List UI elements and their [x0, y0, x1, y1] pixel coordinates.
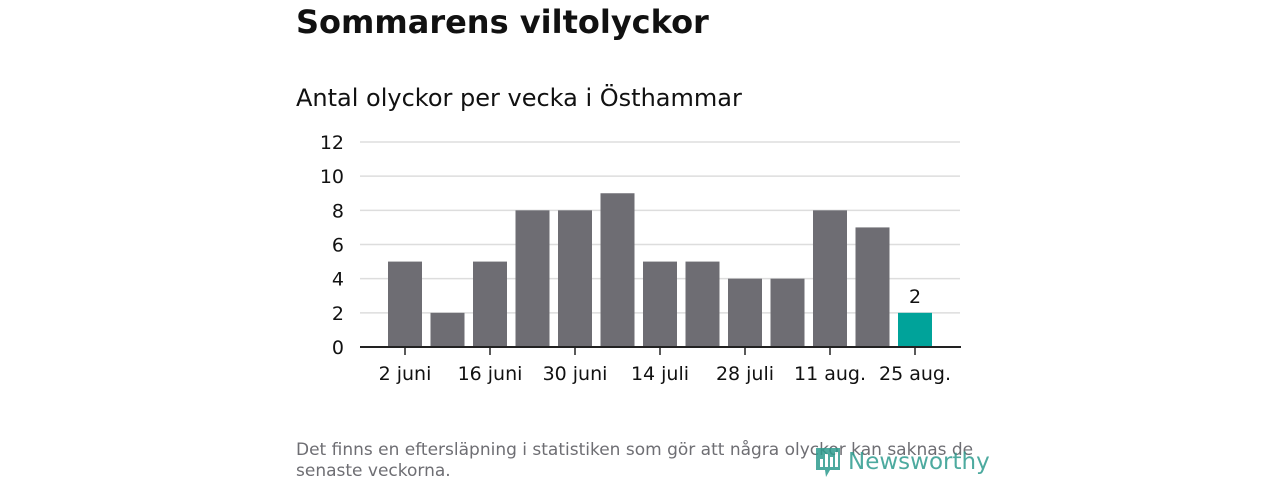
y-tick-label: 4: [332, 269, 344, 291]
bar: [430, 312, 465, 347]
newsworthy-logo: Newsworthy: [814, 444, 990, 480]
bar: [643, 261, 677, 347]
newsworthy-logo-text: Newsworthy: [848, 449, 990, 475]
x-tick-label: 14 juli: [631, 363, 689, 385]
x-tick-label: 30 juni: [543, 363, 608, 385]
bar: [685, 261, 720, 347]
bar: [600, 193, 635, 347]
y-tick-label: 0: [332, 337, 344, 359]
x-tick-label: 16 juni: [458, 363, 523, 385]
bar: [388, 261, 422, 347]
x-tick-label: 2 juni: [379, 363, 432, 385]
bar: [473, 261, 507, 347]
y-tick-label: 8: [332, 200, 344, 222]
bar: [855, 227, 890, 347]
y-tick-label: 6: [332, 235, 344, 257]
y-axis-ticks: 0 2 4 6 8 10 12: [320, 132, 344, 359]
bar: [558, 210, 592, 347]
bar: [770, 278, 805, 347]
x-tick-label: 25 aug.: [879, 363, 951, 385]
bar: [813, 210, 847, 347]
y-tick-label: 10: [320, 166, 344, 188]
data-labels: 2: [909, 286, 921, 308]
x-axis-ticks: 2 juni 16 juni 30 juni 14 juli 28 juli 11 aug…: [379, 347, 951, 385]
page-title: Sommarens viltolyckor: [296, 3, 709, 41]
bars: [388, 193, 932, 347]
bar: [728, 278, 762, 347]
newsworthy-logo-icon: [816, 448, 840, 477]
chart-title: Antal olyckor per vecka i Östhammar: [296, 84, 742, 112]
data-label: 2: [909, 286, 921, 308]
y-tick-label: 2: [332, 303, 344, 325]
bar: [515, 210, 550, 347]
bar: [898, 312, 932, 347]
footnote: Det finns en eftersläpning i statistiken…: [296, 440, 974, 480]
x-tick-label: 11 aug.: [794, 363, 866, 385]
x-tick-label: 28 juli: [716, 363, 774, 385]
y-tick-label: 12: [320, 132, 344, 154]
